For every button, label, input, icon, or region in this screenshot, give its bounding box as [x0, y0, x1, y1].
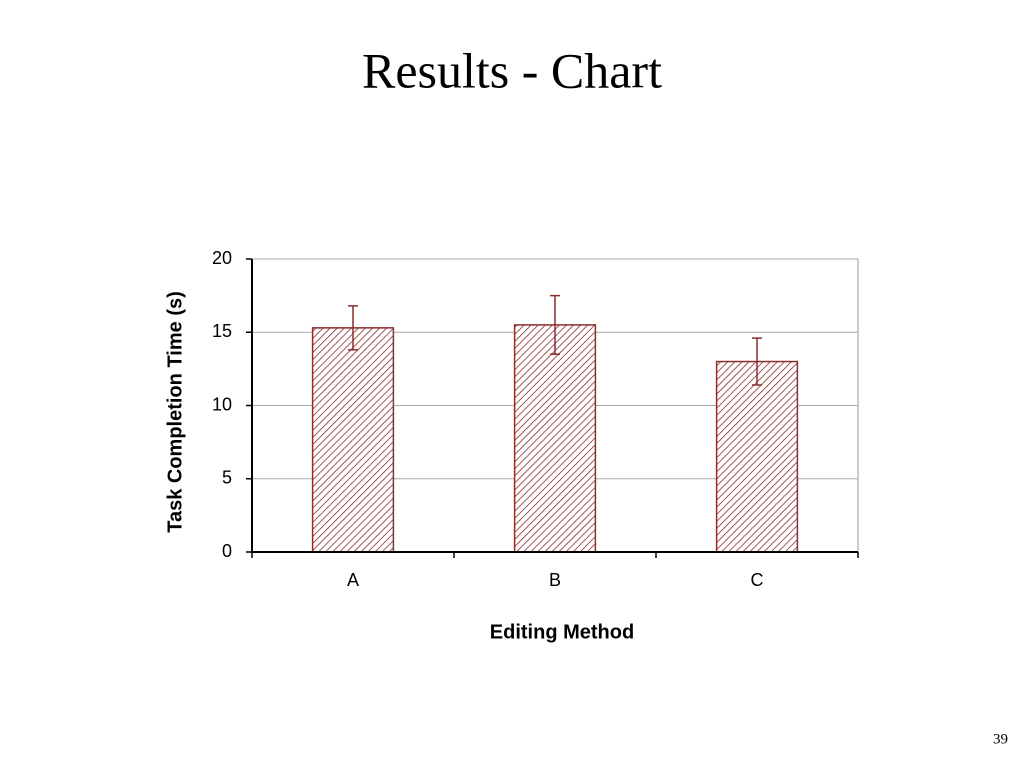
x-tick-label: C [751, 570, 764, 590]
y-tick-label: 10 [212, 394, 232, 414]
error-bar [550, 294, 560, 355]
x-tick-label: A [347, 570, 359, 590]
error-bar [752, 337, 762, 386]
x-tick-label: B [549, 570, 561, 590]
y-tick-label: 15 [212, 321, 232, 341]
plot: 0 5 10 15 20 A B C [212, 248, 859, 590]
y-axis-label: Task Completion Time (s) [164, 291, 186, 533]
y-tick-label: 0 [222, 541, 232, 561]
bar [311, 327, 395, 553]
y-tick-label: 5 [222, 468, 232, 488]
slide-title: Results - Chart [362, 42, 662, 98]
bar [715, 360, 799, 553]
y-tick-label: 20 [212, 248, 232, 268]
page-number: 39 [993, 731, 1008, 747]
x-axis-label: Editing Method [490, 621, 634, 643]
bar [513, 324, 597, 553]
error-bar [348, 305, 358, 351]
